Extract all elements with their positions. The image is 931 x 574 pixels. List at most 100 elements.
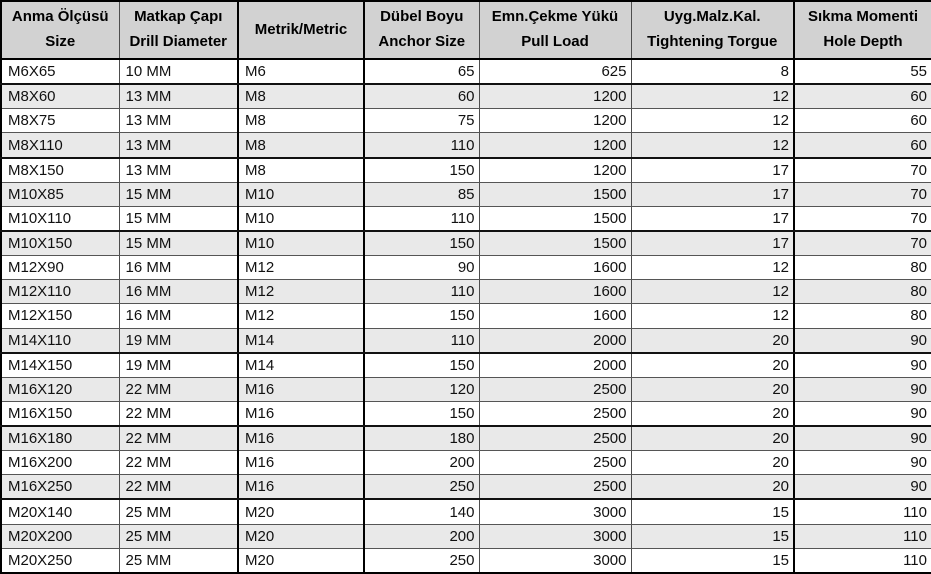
table-header: Anma Ölçüsü Size Matkap Çapı Drill Diame… xyxy=(1,1,931,60)
table-cell: 65 xyxy=(364,59,480,86)
table-cell: 1600 xyxy=(479,279,632,305)
table-cell: M8 xyxy=(238,132,365,159)
table-cell: 250 xyxy=(364,474,480,501)
table-cell: M20 xyxy=(238,499,365,525)
header-line-tr: Matkap Çapı xyxy=(134,8,223,26)
table-cell: M14X110 xyxy=(1,328,120,354)
header-line-tr: Emn.Çekme Yükü xyxy=(491,8,619,26)
col-header-anchor-size: Dübel Boyu Anchor Size xyxy=(364,1,480,60)
table-cell: 90 xyxy=(364,255,480,281)
table-cell: 12 xyxy=(631,279,795,305)
table-cell: 1600 xyxy=(479,303,632,329)
table-cell: 150 xyxy=(364,352,480,378)
table-cell: 15 xyxy=(631,499,795,525)
table-cell: 25 MM xyxy=(119,548,239,573)
table-cell: 625 xyxy=(479,59,632,86)
table-cell: M10X150 xyxy=(1,230,120,257)
table-cell: M20 xyxy=(238,548,365,573)
table-cell: M16 xyxy=(238,474,365,501)
table-cell: 15 MM xyxy=(119,206,239,232)
table-cell: 15 xyxy=(631,548,795,573)
table-cell: 110 xyxy=(794,524,931,549)
table-row: M8X75 13 MM M8 75 1200 12 60 xyxy=(1,108,931,134)
table-row: M10X85 15 MM M10 85 1500 17 70 xyxy=(1,182,931,207)
table-cell: 3000 xyxy=(479,524,632,549)
header-line-en: Pull Load xyxy=(521,33,589,50)
header-line-tr: Uyg.Malz.Kal. xyxy=(663,8,761,26)
table-cell: 90 xyxy=(794,401,931,428)
table-cell: 110 xyxy=(794,548,931,573)
table-cell: M14X150 xyxy=(1,352,120,378)
table-cell: 25 MM xyxy=(119,499,239,525)
table-cell: M16 xyxy=(238,377,365,402)
table-cell: 2000 xyxy=(479,352,632,378)
table-cell: 12 xyxy=(631,303,795,329)
table-cell: M10 xyxy=(238,182,365,207)
table-cell: 19 MM xyxy=(119,352,239,378)
table-cell: 12 xyxy=(631,108,795,134)
table-cell: 17 xyxy=(631,157,795,183)
table-cell: 60 xyxy=(794,108,931,134)
table-cell: 10 MM xyxy=(119,59,239,86)
table-cell: 16 MM xyxy=(119,255,239,281)
table-row: M14X110 19 MM M14 110 2000 20 90 xyxy=(1,328,931,354)
table-cell: 17 xyxy=(631,230,795,257)
table-cell: 22 MM xyxy=(119,474,239,501)
table-cell: M10X85 xyxy=(1,182,120,207)
table-cell: M16 xyxy=(238,450,365,476)
table-row: M16X180 22 MM M16 180 2500 20 90 xyxy=(1,426,931,452)
table-cell: 13 MM xyxy=(119,108,239,134)
table-cell: 12 xyxy=(631,132,795,159)
table-cell: 60 xyxy=(794,84,931,110)
table-cell: 2000 xyxy=(479,328,632,354)
table-cell: 110 xyxy=(794,499,931,525)
table-cell: M14 xyxy=(238,352,365,378)
table-cell: 150 xyxy=(364,401,480,428)
table-cell: M16X180 xyxy=(1,426,120,452)
table-cell: 17 xyxy=(631,182,795,207)
table-cell: 25 MM xyxy=(119,524,239,549)
table-cell: 1500 xyxy=(479,230,632,257)
table-cell: 20 xyxy=(631,401,795,428)
table-row: M10X150 15 MM M10 150 1500 17 70 xyxy=(1,230,931,257)
table-cell: 70 xyxy=(794,206,931,232)
table-cell: 80 xyxy=(794,255,931,281)
table-cell: M16 xyxy=(238,401,365,428)
table-row: M12X90 16 MM M12 90 1600 12 80 xyxy=(1,255,931,281)
header-line-en: Hole Depth xyxy=(823,33,903,50)
table-cell: M12 xyxy=(238,255,365,281)
table-cell: M20X140 xyxy=(1,499,120,525)
table-cell: 22 MM xyxy=(119,401,239,428)
table-cell: M8X110 xyxy=(1,132,120,159)
table-cell: 70 xyxy=(794,157,931,183)
table-row: M20X250 25 MM M20 250 3000 15 110 xyxy=(1,548,931,573)
table-cell: M8 xyxy=(238,108,365,134)
col-header-metric: Metrik/Metric xyxy=(238,1,365,60)
table-cell: 12 xyxy=(631,84,795,110)
table-row: M14X150 19 MM M14 150 2000 20 90 xyxy=(1,352,931,378)
table-cell: 1600 xyxy=(479,255,632,281)
table-cell: 150 xyxy=(364,157,480,183)
table-cell: M8 xyxy=(238,84,365,110)
table-row: M10X110 15 MM M10 110 1500 17 70 xyxy=(1,206,931,232)
table-cell: 90 xyxy=(794,352,931,378)
table-cell: 13 MM xyxy=(119,132,239,159)
table-cell: 8 xyxy=(631,59,795,86)
table-cell: M10 xyxy=(238,230,365,257)
table-cell: M6X65 xyxy=(1,59,120,86)
table-cell: 140 xyxy=(364,499,480,525)
header-line-tr: Sıkma Momenti xyxy=(807,8,919,26)
header-line-tr: Anma Ölçüsü xyxy=(11,8,109,26)
table-cell: 1200 xyxy=(479,132,632,159)
table-cell: M16X150 xyxy=(1,401,120,428)
table-cell: 2500 xyxy=(479,377,632,402)
table-cell: 3000 xyxy=(479,548,632,573)
table-cell: 150 xyxy=(364,230,480,257)
table-row: M16X250 22 MM M16 250 2500 20 90 xyxy=(1,474,931,501)
table-cell: M12X110 xyxy=(1,279,120,305)
table-cell: 90 xyxy=(794,377,931,402)
table-cell: 80 xyxy=(794,279,931,305)
table-cell: 20 xyxy=(631,450,795,476)
table-cell: M12X90 xyxy=(1,255,120,281)
